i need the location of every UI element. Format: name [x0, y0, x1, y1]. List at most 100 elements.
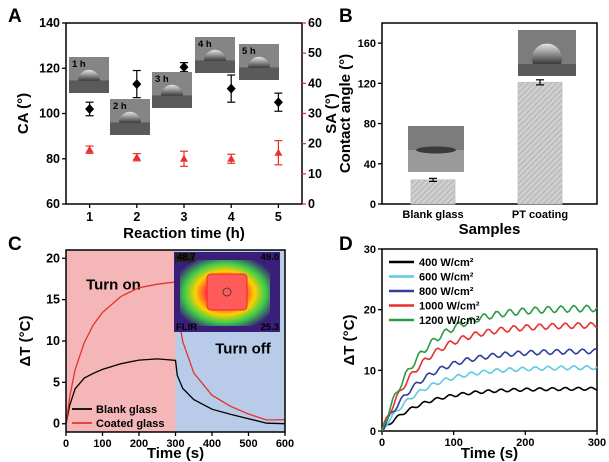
panel-d-label: D: [339, 234, 353, 255]
scale-top: 49.0: [261, 252, 280, 263]
inset-time-label: 4 h: [198, 39, 212, 50]
y-tick-label: 140: [39, 16, 60, 30]
turn-on-annotation: Turn on: [86, 277, 141, 294]
y-tick-label: 10: [364, 365, 376, 377]
legend-label: 600 W/cm²: [419, 272, 474, 284]
y-tick-label: 160: [358, 38, 376, 50]
heated-sample: [206, 273, 248, 311]
ca-point: [132, 79, 142, 90]
sa-point: [227, 154, 236, 162]
x-tick-label: 300: [588, 437, 606, 449]
legend: 400 W/cm² 600 W/cm² 800 W/cm² 1000 W/cm² 120…: [389, 257, 480, 327]
droplet-photo-substrate: [69, 80, 109, 93]
y-tick-label: 10: [46, 334, 60, 348]
x-tick-label: 600: [276, 438, 294, 450]
flir-logo: FLIR: [176, 322, 197, 333]
panel-b-marks: 0 40 80 120 160 Blank glass PT coating: [358, 30, 576, 221]
y2-tick-label: 60: [308, 16, 322, 30]
turn-on-region: [66, 250, 176, 432]
panel-b-y-axis-label: Contact angle (°): [337, 54, 354, 173]
droplet-photo-substrate: [239, 67, 279, 80]
flat-droplet: [416, 146, 456, 154]
panel-c: C Turn on Turn off 0 100 200 300 400 500 600 0 5 10…: [8, 234, 294, 462]
x-tick-label: 200: [130, 438, 148, 450]
panel-b: B 0 40 80 120 160 Blank glass PT coating Sampl…: [337, 6, 598, 238]
legend-label: Blank glass: [96, 404, 157, 416]
y-tick-label: 20: [364, 305, 376, 317]
ca-point: [226, 83, 236, 94]
panel-d-plot-frame: [381, 248, 598, 432]
sa-point: [132, 153, 141, 161]
x-tick-label: 2: [133, 210, 140, 224]
panel-a-x-axis-label: Reaction time (h): [123, 225, 245, 242]
panel-a-insets: 1 h 2 h 3 h 4 h 5 h: [69, 37, 279, 135]
panel-d-y-axis-label: ΔT (°C): [341, 315, 358, 366]
y-tick-label: 80: [364, 119, 376, 131]
panel-b-plot-frame: [381, 22, 598, 205]
ca-point: [273, 97, 283, 108]
legend: Blank glass Coated glass: [72, 404, 164, 430]
pt-coating-photo-substrate: [518, 64, 576, 76]
panel-c-marks: Turn on Turn off 0 100 200 300 400 500 600 0 5 10 15…: [46, 250, 294, 450]
y-tick-label: 120: [39, 61, 60, 75]
x-category-label: PT coating: [512, 209, 568, 221]
x-tick-label: 5: [275, 210, 282, 224]
y2-tick-label: 30: [308, 107, 322, 121]
series-line: [381, 321, 598, 432]
x-tick-label: 0: [63, 438, 69, 450]
inset-time-label: 5 h: [242, 46, 256, 57]
crosshair-icon: [222, 287, 232, 297]
x-tick-label: 200: [516, 437, 534, 449]
temp-readout-bg: [175, 253, 195, 262]
y-tick-label: 20: [46, 251, 60, 265]
ca-point: [85, 103, 95, 114]
y2-tick-label: 40: [308, 76, 322, 90]
y-tick-label: 40: [364, 159, 376, 171]
y-tick-label: 120: [358, 78, 376, 90]
panel-a-y-axis-label: CA (°): [15, 93, 32, 134]
turn-off-annotation: Turn off: [215, 340, 272, 357]
thermal-image-inset: 48.7 FLIR 49.0 25.3: [174, 252, 280, 333]
x-tick-label: 400: [203, 438, 221, 450]
inset-time-label: 1 h: [72, 59, 86, 70]
x-tick-label: 300: [166, 438, 184, 450]
scale-bottom: 25.3: [261, 322, 280, 333]
series-line: [381, 304, 598, 432]
y2-tick-label: 0: [308, 197, 315, 211]
legend-label: 1000 W/cm²: [419, 301, 480, 313]
panel-c-x-axis-label: Time (s): [147, 445, 204, 462]
y-tick-label: 80: [46, 152, 60, 166]
y-tick-label: 100: [39, 107, 60, 121]
y-tick-label: 0: [53, 417, 60, 431]
bar: [517, 81, 563, 205]
sa-point: [180, 154, 188, 162]
y-tick-label: 5: [53, 375, 60, 389]
droplet-shape: [161, 84, 183, 96]
x-tick-label: 1: [86, 210, 93, 224]
y-tick-label: 60: [46, 197, 60, 211]
y-tick-label: 0: [370, 426, 376, 438]
x-tick-label: 100: [444, 437, 462, 449]
droplet-photo-substrate: [110, 122, 150, 135]
panel-a-label: A: [8, 6, 22, 27]
sa-point: [274, 148, 283, 156]
panel-a-y2-axis-label: SA (°): [323, 93, 340, 133]
panel-b-x-axis-label: Samples: [459, 221, 521, 238]
y-tick-label: 30: [364, 244, 376, 256]
panel-c-y-axis-label: ΔT (°C): [17, 316, 34, 367]
droplet-shape: [248, 56, 270, 68]
droplet-photo-substrate: [195, 60, 235, 73]
y2-tick-label: 50: [308, 46, 322, 60]
legend-label: 1200 W/cm²: [419, 315, 480, 327]
panel-d: D 0 100 200 300 0 10 20 30 400 W/cm² 600 W/cm² 800…: [339, 234, 606, 462]
x-tick-label: 3: [181, 210, 188, 224]
series-line: [381, 364, 598, 432]
ca-point: [179, 62, 189, 73]
series-line: [381, 386, 598, 432]
series-line: [65, 358, 286, 425]
temp-readout: 48.7: [177, 252, 196, 263]
x-tick-label: 0: [379, 437, 385, 449]
legend-label: 800 W/cm²: [419, 286, 474, 298]
panel-c-label: C: [8, 234, 22, 255]
